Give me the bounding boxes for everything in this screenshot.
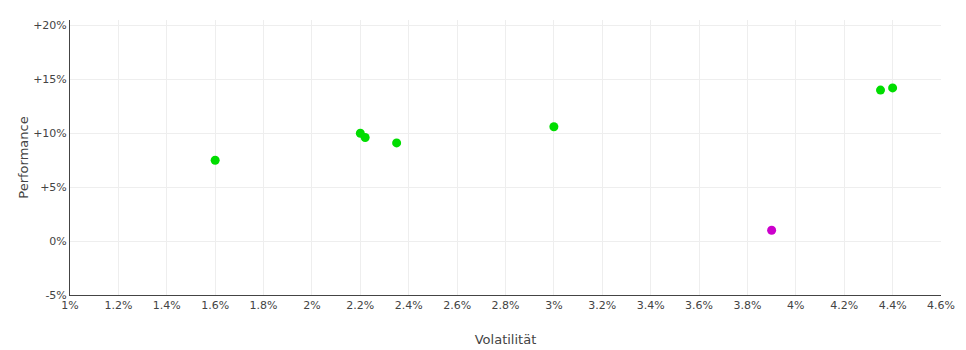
svg-text:3.6%: 3.6% <box>685 299 713 312</box>
svg-text:3%: 3% <box>545 299 562 312</box>
svg-text:4.6%: 4.6% <box>927 299 955 312</box>
svg-text:1.8%: 1.8% <box>250 299 278 312</box>
svg-text:+15%: +15% <box>33 73 67 86</box>
svg-text:+20%: +20% <box>33 19 67 32</box>
svg-text:+5%: +5% <box>40 181 67 194</box>
svg-text:2.4%: 2.4% <box>395 299 423 312</box>
svg-text:3.4%: 3.4% <box>637 299 665 312</box>
svg-text:-5%: -5% <box>45 289 66 302</box>
svg-text:2.6%: 2.6% <box>443 299 471 312</box>
svg-text:2.2%: 2.2% <box>346 299 374 312</box>
svg-text:2%: 2% <box>303 299 320 312</box>
svg-text:Performance: Performance <box>16 116 31 198</box>
svg-text:3.8%: 3.8% <box>733 299 761 312</box>
svg-text:4.4%: 4.4% <box>879 299 907 312</box>
svg-text:1%: 1% <box>61 299 78 312</box>
svg-text:2.8%: 2.8% <box>492 299 520 312</box>
svg-text:1.6%: 1.6% <box>201 299 229 312</box>
svg-text:1.4%: 1.4% <box>153 299 181 312</box>
svg-text:4.2%: 4.2% <box>830 299 858 312</box>
svg-text:3.2%: 3.2% <box>588 299 616 312</box>
svg-text:Volatilität: Volatilität <box>475 332 537 347</box>
svg-text:0%: 0% <box>49 235 66 248</box>
svg-text:4%: 4% <box>787 299 804 312</box>
svg-text:+10%: +10% <box>33 127 67 140</box>
svg-text:1.2%: 1.2% <box>104 299 132 312</box>
